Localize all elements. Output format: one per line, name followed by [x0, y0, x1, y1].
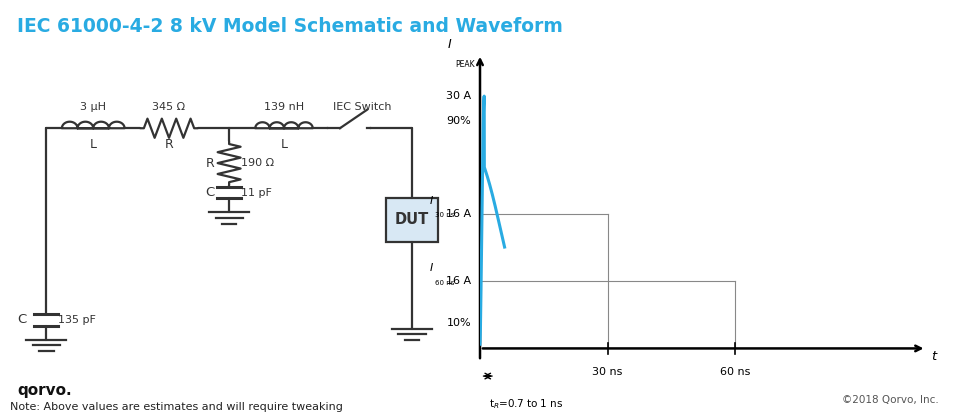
Text: t$_R$=0.7 to 1 ns: t$_R$=0.7 to 1 ns	[489, 398, 564, 411]
Text: 139 nH: 139 nH	[264, 102, 304, 112]
Text: 16 A: 16 A	[446, 209, 471, 219]
Text: IEC 61000-4-2 8 kV Model Schematic and Waveform: IEC 61000-4-2 8 kV Model Schematic and W…	[17, 17, 564, 36]
Text: I: I	[430, 196, 433, 206]
Text: IEC Switch: IEC Switch	[333, 102, 392, 112]
Text: t: t	[931, 350, 936, 363]
Text: L: L	[280, 138, 287, 151]
Text: 3 μH: 3 μH	[81, 102, 107, 112]
Text: qorvo.: qorvo.	[17, 383, 72, 398]
Text: R: R	[205, 156, 214, 170]
Text: 30 ns: 30 ns	[436, 212, 455, 218]
Text: Note: Above values are estimates and will require tweaking: Note: Above values are estimates and wil…	[10, 402, 343, 412]
Text: C: C	[17, 313, 26, 327]
Text: L: L	[89, 138, 97, 151]
Text: PEAK: PEAK	[455, 60, 475, 69]
Text: 60 ns: 60 ns	[436, 280, 455, 286]
Text: 135 pF: 135 pF	[58, 315, 96, 325]
Text: I: I	[447, 38, 451, 51]
Bar	[386, 198, 438, 242]
Text: 190 Ω: 190 Ω	[241, 158, 274, 168]
Text: 90%: 90%	[446, 116, 471, 126]
Text: R: R	[164, 138, 174, 151]
Text: 30 A: 30 A	[446, 91, 471, 101]
Text: 11 pF: 11 pF	[241, 188, 272, 198]
Text: ©2018 Qorvo, Inc.: ©2018 Qorvo, Inc.	[842, 395, 939, 405]
Text: C: C	[205, 186, 214, 199]
Text: DUT: DUT	[395, 212, 429, 227]
Text: 60 ns: 60 ns	[720, 367, 751, 377]
Text: I: I	[430, 264, 433, 273]
Text: 345 Ω: 345 Ω	[153, 102, 185, 112]
Text: 10%: 10%	[446, 318, 471, 328]
Text: 16 A: 16 A	[446, 276, 471, 286]
Text: 30 ns: 30 ns	[592, 367, 623, 377]
